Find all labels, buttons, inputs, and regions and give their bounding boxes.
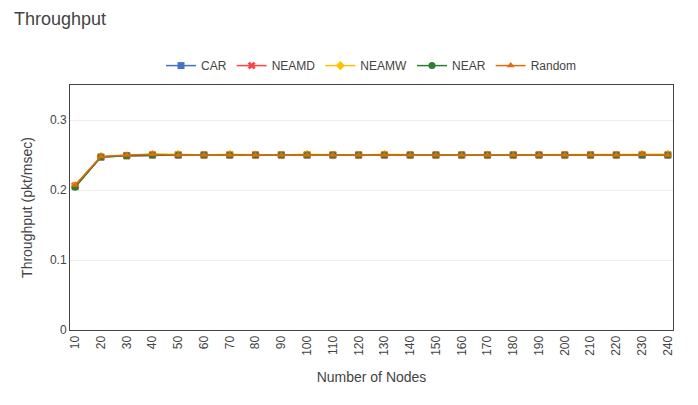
svg-text:90: 90 <box>274 335 288 349</box>
svg-text:60: 60 <box>197 335 211 349</box>
svg-text:0.3: 0.3 <box>50 113 67 127</box>
svg-text:NEAMD: NEAMD <box>272 59 316 73</box>
svg-text:210: 210 <box>583 335 597 355</box>
svg-text:40: 40 <box>145 335 159 349</box>
svg-text:190: 190 <box>532 335 546 355</box>
svg-text:180: 180 <box>506 335 520 355</box>
svg-text:Throughput: Throughput <box>14 9 106 29</box>
svg-text:120: 120 <box>352 335 366 355</box>
svg-text:Throughput (pkt/msec): Throughput (pkt/msec) <box>19 137 35 278</box>
svg-text:100: 100 <box>300 335 314 355</box>
svg-text:240: 240 <box>661 335 675 355</box>
svg-text:50: 50 <box>171 335 185 349</box>
svg-text:110: 110 <box>326 335 340 354</box>
svg-text:NEAR: NEAR <box>452 59 486 73</box>
svg-text:150: 150 <box>429 335 443 355</box>
svg-text:160: 160 <box>455 335 469 355</box>
svg-text:80: 80 <box>248 335 262 349</box>
svg-text:Number of Nodes: Number of Nodes <box>317 369 427 385</box>
svg-text:130: 130 <box>377 335 391 355</box>
svg-text:0: 0 <box>60 323 67 337</box>
svg-text:30: 30 <box>120 335 134 349</box>
svg-text:0.2: 0.2 <box>50 183 67 197</box>
svg-text:10: 10 <box>68 335 82 349</box>
svg-text:220: 220 <box>609 335 623 355</box>
svg-text:140: 140 <box>403 335 417 355</box>
svg-text:170: 170 <box>480 335 494 355</box>
svg-text:20: 20 <box>94 335 108 349</box>
svg-text:0.1: 0.1 <box>50 253 67 267</box>
svg-text:70: 70 <box>223 335 237 349</box>
svg-text:Random: Random <box>531 59 576 73</box>
svg-text:200: 200 <box>558 335 572 355</box>
svg-text:CAR: CAR <box>201 59 227 73</box>
svg-text:230: 230 <box>635 335 649 355</box>
svg-text:NEAMW: NEAMW <box>360 59 407 73</box>
